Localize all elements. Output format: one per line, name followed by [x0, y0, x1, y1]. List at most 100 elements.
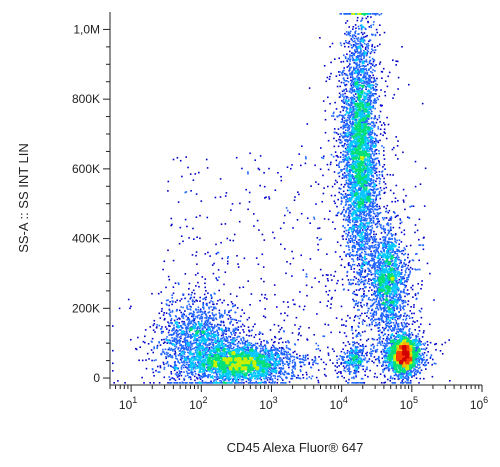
data-point — [342, 174, 344, 176]
data-point — [378, 212, 381, 215]
data-point — [349, 50, 351, 53]
data-point — [366, 315, 368, 317]
data-point — [215, 317, 217, 319]
data-point — [356, 202, 359, 205]
data-point — [367, 338, 370, 340]
data-point — [346, 216, 349, 218]
data-point — [361, 280, 364, 283]
data-point — [365, 238, 367, 241]
data-point — [355, 56, 358, 59]
data-point — [157, 292, 160, 295]
data-point — [389, 322, 392, 324]
data-point — [335, 75, 338, 77]
data-point — [372, 320, 375, 322]
data-point — [414, 185, 417, 188]
data-point — [407, 253, 409, 256]
data-point — [168, 355, 171, 357]
data-point — [258, 168, 261, 171]
data-point — [378, 337, 380, 339]
data-point — [376, 265, 378, 267]
data-point — [287, 362, 290, 365]
data-point — [177, 347, 180, 349]
data-point — [358, 283, 361, 286]
data-point — [224, 339, 226, 341]
data-point — [304, 354, 307, 357]
data-point — [230, 318, 233, 321]
data-point — [347, 13, 349, 15]
data-point — [361, 216, 363, 219]
data-point — [369, 369, 371, 372]
data-point — [170, 372, 173, 375]
data-point — [188, 366, 190, 369]
data-point — [392, 369, 394, 371]
data-point — [210, 306, 212, 308]
data-point — [426, 340, 429, 343]
data-point — [195, 315, 197, 318]
data-point — [364, 163, 367, 166]
data-point — [204, 317, 206, 319]
data-point — [368, 40, 370, 43]
data-point — [199, 214, 201, 217]
data-point — [358, 73, 360, 76]
data-point — [156, 345, 159, 348]
data-point — [228, 330, 231, 332]
data-point — [209, 342, 212, 345]
data-point — [314, 357, 317, 360]
data-point — [366, 361, 368, 364]
data-point — [172, 333, 174, 336]
data-point — [363, 36, 365, 38]
data-point — [366, 225, 369, 228]
data-point — [180, 298, 183, 300]
data-point — [264, 345, 267, 347]
data-point — [187, 335, 189, 337]
data-point — [382, 313, 384, 316]
data-point — [248, 341, 251, 344]
data-point — [290, 377, 292, 380]
data-point — [339, 95, 342, 98]
data-point — [380, 232, 383, 234]
data-point — [372, 236, 375, 238]
data-point — [373, 142, 375, 144]
data-point — [219, 316, 221, 319]
data-point — [377, 357, 380, 360]
data-point — [379, 338, 381, 340]
data-point — [351, 207, 354, 210]
data-point — [413, 312, 415, 315]
data-point — [376, 283, 379, 286]
data-point — [369, 75, 371, 77]
data-point — [162, 268, 164, 271]
data-point — [355, 93, 357, 95]
data-point — [372, 105, 375, 108]
data-point — [354, 30, 357, 32]
data-point — [170, 382, 173, 384]
data-point — [171, 297, 173, 299]
data-point — [403, 315, 405, 317]
data-point — [192, 323, 194, 326]
data-point — [302, 361, 305, 364]
data-point — [343, 99, 345, 101]
data-point — [291, 355, 294, 358]
data-point — [224, 271, 227, 273]
data-point — [167, 249, 169, 252]
data-point — [372, 60, 375, 63]
data-point — [209, 339, 211, 342]
data-point — [206, 324, 208, 326]
data-point — [330, 161, 332, 164]
data-point — [364, 85, 367, 88]
data-point — [345, 40, 347, 42]
data-point — [191, 343, 193, 345]
data-point — [385, 207, 387, 210]
data-point — [206, 375, 209, 378]
data-point — [243, 382, 245, 384]
data-point — [373, 132, 376, 134]
data-point — [354, 35, 357, 38]
data-point — [361, 267, 364, 270]
data-point — [409, 333, 412, 336]
data-point — [228, 341, 230, 344]
data-point — [212, 368, 214, 371]
data-point — [361, 82, 363, 84]
data-point — [226, 257, 229, 259]
data-point — [180, 347, 183, 349]
data-point — [202, 302, 205, 304]
data-point — [365, 219, 368, 222]
